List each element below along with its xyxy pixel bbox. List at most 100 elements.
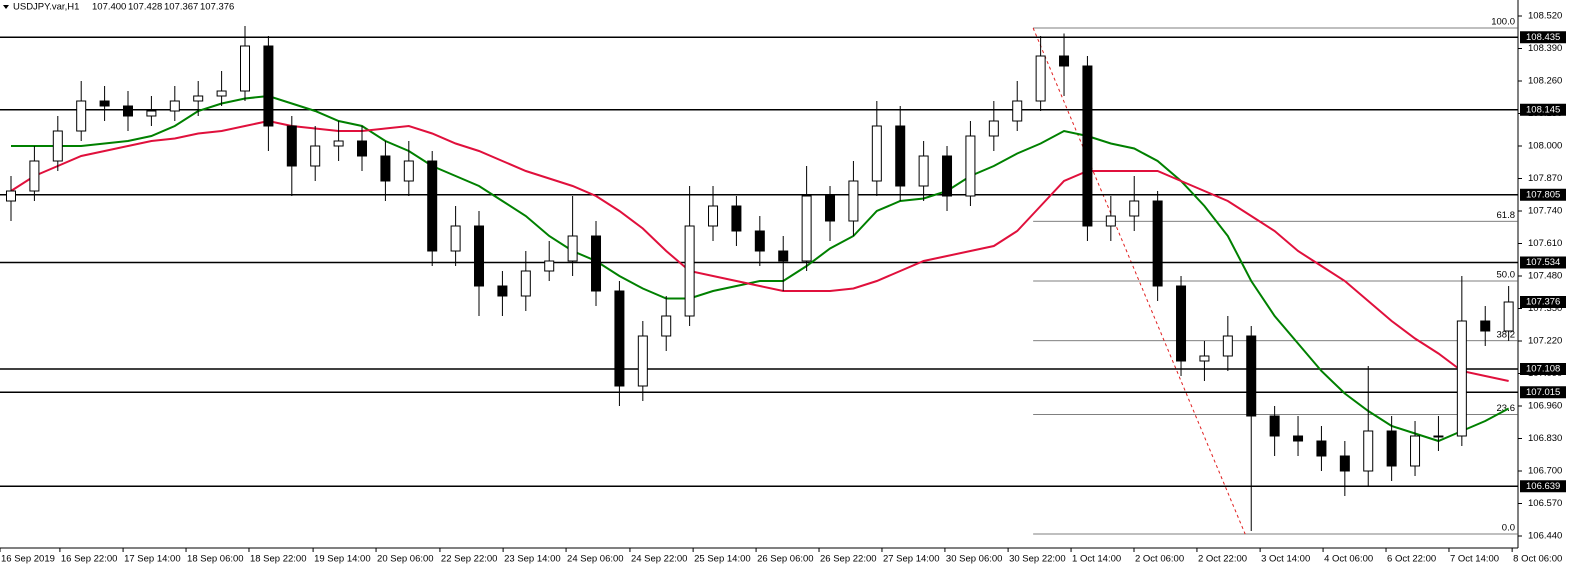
candle-body — [1059, 55, 1070, 67]
candle-body — [801, 195, 812, 262]
candle-body — [1105, 215, 1116, 227]
candle-body — [988, 120, 999, 137]
candle-body — [1152, 200, 1163, 287]
x-tick-label: 30 Sep 22:00 — [1009, 554, 1066, 565]
y-tick-label: 107.220 — [1528, 336, 1562, 347]
candle-body — [1293, 435, 1304, 442]
x-tick-label: 18 Sep 22:00 — [250, 554, 307, 565]
candle-body — [895, 125, 906, 187]
level-label: 107.805 — [1526, 189, 1560, 200]
candle-body — [1199, 355, 1210, 362]
x-tick-label: 8 Oct 06:00 — [1513, 554, 1562, 565]
candle-body — [848, 180, 859, 222]
quote-value: 107.376 — [200, 2, 234, 13]
candle-body — [1316, 440, 1327, 457]
x-tick-label: 3 Oct 14:00 — [1261, 554, 1310, 565]
candle-body — [474, 225, 485, 287]
candle-body — [1363, 430, 1374, 472]
x-tick-label: 24 Sep 06:00 — [567, 554, 624, 565]
candle-body — [5, 190, 16, 202]
x-tick-label: 20 Sep 06:00 — [377, 554, 434, 565]
candle-body — [661, 315, 672, 337]
x-tick-label: 4 Oct 06:00 — [1324, 554, 1373, 565]
y-tick-label: 106.960 — [1528, 401, 1562, 412]
candle-body — [1480, 320, 1491, 332]
candle-body — [684, 225, 695, 317]
y-tick-label: 106.440 — [1528, 531, 1562, 542]
candle-body — [263, 45, 274, 127]
y-tick-label: 108.520 — [1528, 11, 1562, 22]
candle-body — [333, 140, 344, 147]
x-tick-label: 1 Oct 14:00 — [1072, 554, 1121, 565]
fib-trend — [1032, 27, 1246, 535]
candle-body — [1339, 455, 1350, 472]
level-label: 107.534 — [1526, 257, 1560, 268]
candle-body — [310, 145, 321, 167]
level-box — [1520, 386, 1566, 399]
candle-body — [637, 335, 648, 387]
candle-body — [1012, 100, 1023, 122]
candle-body — [567, 235, 578, 262]
y-tick-label: 108.000 — [1528, 141, 1562, 152]
fib-label: 0.0 — [1502, 523, 1515, 534]
level-box — [1520, 363, 1566, 375]
candle-body — [169, 100, 180, 112]
moving-average — [10, 119, 1509, 382]
candle-body — [754, 230, 765, 252]
candle-body — [1222, 335, 1233, 357]
quote-value: 107.367 — [164, 2, 198, 13]
candle-body — [1503, 301, 1514, 332]
x-tick-label: 16 Sep 22:00 — [61, 554, 118, 565]
moving-average — [10, 94, 1510, 443]
candle-body — [357, 140, 368, 157]
fib-label: 23.6 — [1497, 403, 1516, 414]
candle-body — [1410, 435, 1421, 467]
x-tick-label: 25 Sep 14:00 — [694, 554, 751, 565]
level-label: 107.108 — [1526, 364, 1560, 375]
candle-body — [942, 155, 953, 197]
level-box — [1520, 103, 1566, 116]
x-tick-label: 24 Sep 22:00 — [631, 554, 688, 565]
x-tick-label: 17 Sep 14:00 — [124, 554, 181, 565]
candle-body — [591, 235, 602, 292]
level-label: 108.435 — [1526, 32, 1560, 43]
candle-body — [708, 205, 719, 227]
x-tick-label: 30 Sep 06:00 — [946, 554, 1003, 565]
candle-body — [1456, 320, 1467, 437]
fib-label: 61.8 — [1497, 210, 1516, 221]
candle-body — [1035, 55, 1046, 102]
y-tick-label: 107.740 — [1528, 206, 1562, 217]
candle-body — [1082, 65, 1093, 227]
level-box — [1520, 480, 1566, 493]
x-tick-label: 26 Sep 06:00 — [757, 554, 814, 565]
candle-body — [497, 285, 508, 297]
candle-body — [99, 100, 110, 107]
candle-body — [29, 160, 40, 192]
y-tick-label: 106.700 — [1528, 466, 1562, 477]
y-tick-label: 108.260 — [1528, 76, 1562, 87]
candle-body — [450, 225, 461, 252]
candle-body — [614, 290, 625, 387]
y-tick-label: 106.570 — [1528, 498, 1562, 509]
level-box — [1520, 188, 1566, 201]
y-tick-label: 107.480 — [1528, 271, 1562, 282]
quote-value: 107.428 — [128, 2, 162, 13]
menu-arrow[interactable] — [3, 5, 9, 9]
candle-body — [918, 155, 929, 187]
fib-label: 100.0 — [1491, 17, 1515, 28]
x-tick-label: 22 Sep 22:00 — [441, 554, 498, 565]
quote-value: 107.400 — [92, 2, 126, 13]
y-tick-label: 108.390 — [1528, 43, 1562, 54]
candle-body — [1433, 435, 1444, 438]
candle-body — [731, 205, 742, 232]
x-tick-label: 27 Sep 14:00 — [883, 554, 940, 565]
candle-body — [427, 160, 438, 252]
candle-body — [286, 125, 297, 167]
candle-body — [403, 160, 414, 182]
x-tick-label: 23 Sep 14:00 — [504, 554, 561, 565]
x-tick-label: 2 Oct 06:00 — [1135, 554, 1184, 565]
candle-body — [216, 90, 227, 97]
y-tick-label: 107.870 — [1528, 173, 1562, 184]
candle-body — [825, 195, 836, 222]
candle-body — [1129, 200, 1140, 217]
